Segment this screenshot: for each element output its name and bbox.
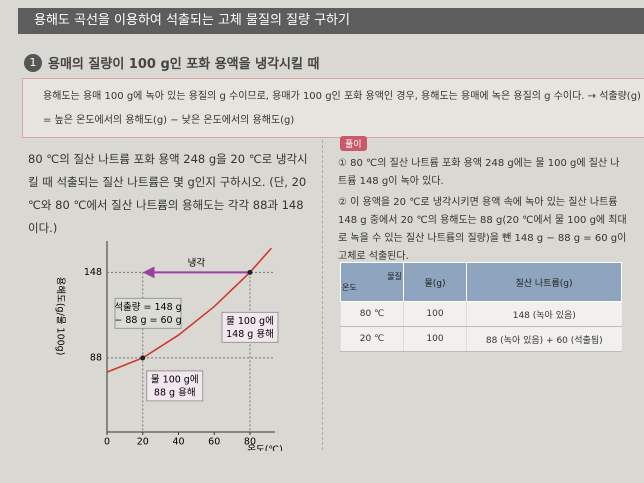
annotation-box [221, 311, 279, 343]
step: ① 80 ℃의 질산 나트륨 포화 용액 248 g에는 물 100 g에 질산… [338, 158, 620, 187]
annotation-box [114, 297, 182, 329]
x-axis-label: 온도(℃) [247, 445, 283, 452]
corner-bottom: 온도 [342, 283, 357, 292]
annotation: 148 g 용해 [226, 328, 274, 340]
note-box: 용해도는 용매 100 g에 녹아 있는 용질의 g 수이므로, 용매가 100… [22, 78, 644, 138]
header: 용해도 곡선을 이용하여 석출되는 고체 물질의 질량 구하기 [18, 8, 644, 34]
x-tick-label: 60 [208, 437, 220, 448]
section-number: 1 [24, 54, 42, 72]
x-tick-label: 40 [172, 437, 184, 448]
annotation-box [146, 370, 204, 402]
corner-top: 물질 [387, 272, 402, 281]
solution-label: 풀이 [340, 136, 367, 151]
y-tick-label: 148 [84, 267, 102, 278]
cell: 20 ℃ [340, 326, 404, 352]
y-axis-label: 용해도(g/물 100g) [55, 277, 67, 356]
y-tick-label: 88 [90, 352, 102, 363]
cell: 88 (녹아 있음) + 60 (석출됨) [466, 326, 622, 352]
curve [106, 247, 273, 373]
x-tick-label: 20 [137, 437, 149, 448]
point [247, 269, 253, 275]
cell: 80 ℃ [340, 301, 404, 327]
col-header: 물(g) [403, 262, 467, 302]
x-tick-label: 80 [244, 437, 256, 448]
cell: 100 [403, 301, 467, 327]
annotation: 물 100 g에 [226, 316, 274, 327]
problem: 80 ℃의 질산 나트륨 포화 용액 248 g을 20 ℃로 냉각시킬 때 석… [28, 152, 308, 235]
cell: 148 (녹아 있음) [466, 301, 622, 327]
arrow-label: 냉각 [188, 257, 206, 269]
step: ② 이 용액을 20 ℃로 냉각시키면 용액 속에 녹아 있는 질산 나트륨 1… [338, 197, 627, 262]
section-title: 용매의 질량이 100 g인 포화 용액을 냉각시킬 때 [48, 57, 320, 72]
col-header: 질산 나트륨(g) [466, 262, 622, 302]
annotation: 물 100 g에 [151, 374, 199, 385]
solution-steps: ① 80 ℃의 질산 나트륨 포화 용액 248 g에는 물 100 g에 질산… [338, 155, 628, 269]
x-tick-label: 0 [104, 437, 110, 448]
divider [322, 140, 323, 450]
annotation: − 88 g = 60 g [114, 315, 181, 326]
annotation: 88 g 용해 [154, 386, 196, 398]
cell: 100 [403, 326, 467, 352]
point [140, 355, 146, 361]
annotation: 석출량 = 148 g [114, 301, 181, 313]
